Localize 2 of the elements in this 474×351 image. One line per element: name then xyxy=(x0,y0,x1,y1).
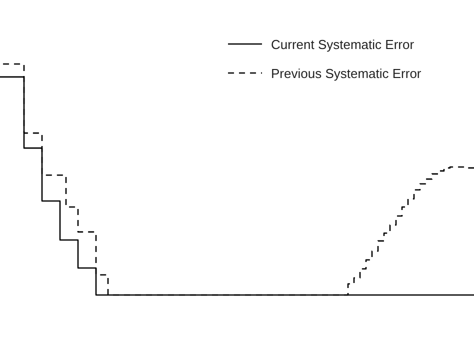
legend-label: Current Systematic Error xyxy=(271,37,415,52)
legend-label: Previous Systematic Error xyxy=(271,66,422,81)
